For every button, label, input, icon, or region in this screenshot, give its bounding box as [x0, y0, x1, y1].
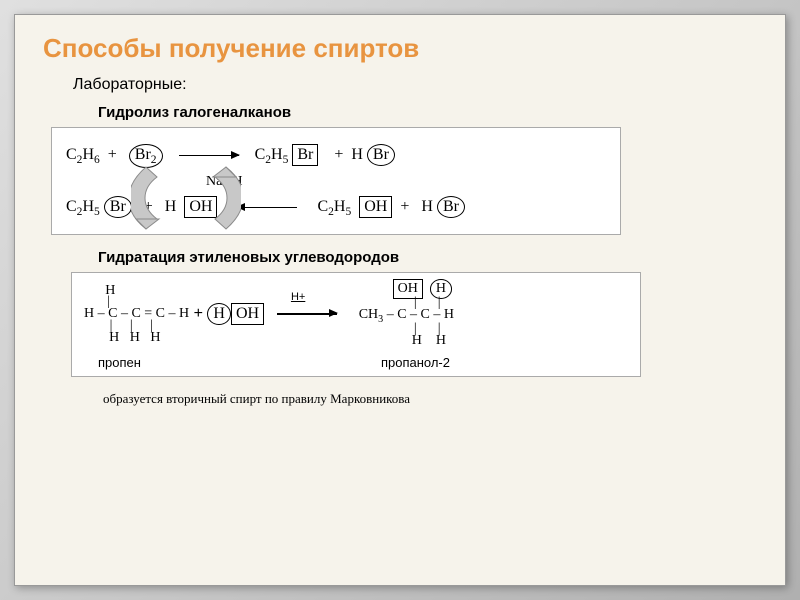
hydrolysis-row1: C2H6 + Br2 C2H5 Br + H Br: [66, 144, 610, 168]
catalyst-label: H+: [291, 291, 305, 303]
c2h6: C2H6: [66, 146, 104, 163]
c2h5: C2H5: [255, 146, 293, 163]
diagram-hydrolysis: C2H6 + Br2 C2H5 Br + H Br NaOH C2H5 Br: [51, 127, 621, 235]
h-label: H: [165, 198, 177, 215]
plus: +: [334, 146, 343, 163]
arrow-icon: [277, 313, 337, 315]
oh-boxed-3: OH: [231, 303, 264, 325]
water: HOH: [207, 303, 264, 325]
h-label: H: [421, 198, 433, 215]
propanol2-label: пропанол-2: [381, 355, 450, 370]
propene-structure: H | H – C – C = C – H | | | H H H: [84, 283, 189, 346]
slide: Способы получение спиртов Лабораторные: …: [14, 14, 786, 586]
br2-circled: Br2: [129, 144, 163, 168]
c2h5-2: C2H5: [66, 198, 104, 215]
arrow-reverse-icon: [237, 207, 297, 209]
c2h5-3: C2H5: [317, 198, 355, 215]
plus: +: [144, 198, 153, 215]
h-label: H: [351, 146, 363, 163]
propanol2-structure: OH H | | CH3 – C – C – H | | H H: [359, 279, 454, 348]
slide-title: Способы получение спиртов: [43, 33, 757, 64]
br-circled-3: Br: [437, 196, 465, 218]
diagram-hydration: H | H – C – C = C – H | | | H H H + HOH …: [71, 272, 641, 376]
arrow-icon: [179, 155, 239, 157]
br-circled-2: Br: [104, 196, 132, 218]
naoh-label: NaOH: [206, 174, 610, 190]
oh-boxed: OH: [184, 196, 217, 218]
footnote: образуется вторичный спирт по правилу Ма…: [103, 391, 757, 407]
oh-boxed-2: OH: [359, 196, 392, 218]
plus: +: [108, 146, 117, 163]
propene-label: пропен: [98, 355, 141, 370]
hydrolysis-row2: C2H5 Br + H OH C2H5 OH + H Br: [66, 196, 610, 218]
section2-heading: Гидратация этиленовых углеводородов: [98, 249, 757, 266]
br-boxed: Br: [292, 144, 318, 166]
h-circled: H: [207, 303, 231, 325]
subtitle: Лабораторные:: [73, 76, 757, 94]
section1-heading: Гидролиз галогеналканов: [98, 104, 757, 121]
plus: +: [400, 198, 409, 215]
br-circled: Br: [367, 144, 395, 166]
